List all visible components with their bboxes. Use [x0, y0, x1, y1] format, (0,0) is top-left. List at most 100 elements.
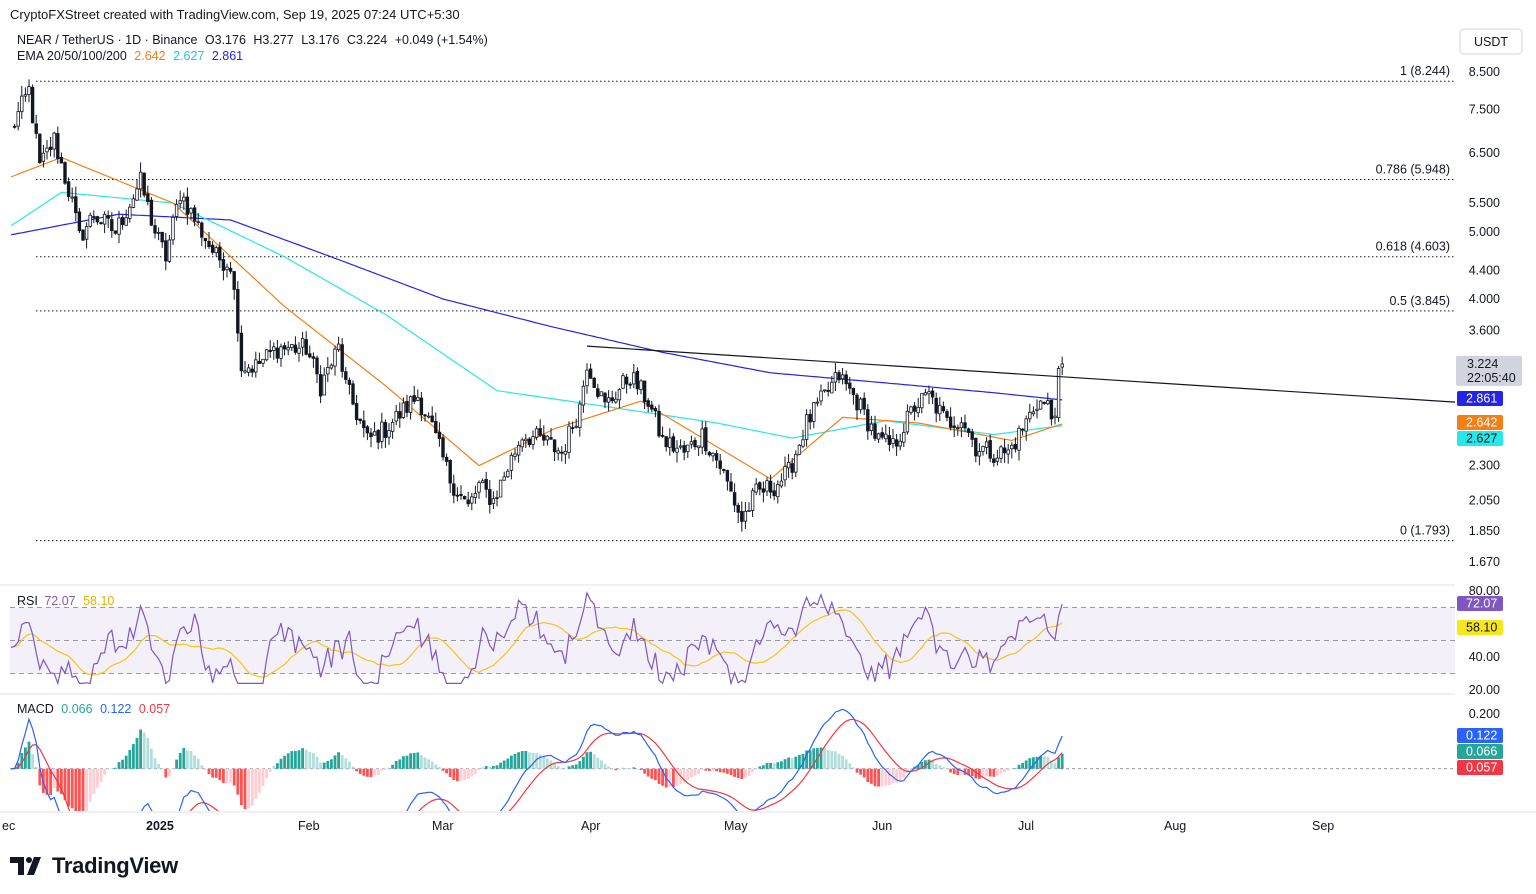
candle[interactable] — [466, 491, 470, 507]
candle[interactable] — [804, 409, 809, 447]
candle[interactable] — [704, 421, 708, 456]
candle[interactable] — [740, 501, 744, 532]
candle[interactable] — [509, 452, 514, 480]
candle[interactable] — [329, 363, 334, 370]
candle[interactable] — [99, 221, 103, 225]
candle[interactable] — [27, 79, 31, 103]
candle[interactable] — [549, 428, 553, 440]
candle[interactable] — [923, 388, 928, 396]
candle[interactable] — [200, 221, 204, 247]
candle[interactable] — [16, 101, 20, 131]
candle[interactable] — [848, 376, 852, 395]
candle[interactable] — [300, 331, 305, 357]
candle[interactable] — [110, 212, 114, 238]
candle[interactable] — [786, 453, 791, 478]
currency-box[interactable] — [1459, 28, 1523, 55]
candle[interactable] — [390, 418, 395, 439]
candle[interactable] — [916, 397, 920, 418]
candle[interactable] — [632, 364, 636, 389]
candle[interactable] — [88, 212, 92, 228]
candle[interactable] — [1024, 415, 1028, 441]
candle[interactable] — [156, 227, 161, 241]
candle[interactable] — [444, 453, 449, 466]
candle[interactable] — [596, 383, 600, 399]
candle[interactable] — [570, 421, 575, 434]
candle[interactable] — [952, 416, 956, 438]
candle[interactable] — [462, 495, 467, 500]
candle[interactable] — [999, 445, 1003, 463]
candle[interactable] — [966, 427, 971, 438]
candle[interactable] — [887, 426, 892, 452]
candle[interactable] — [642, 380, 647, 409]
candle[interactable] — [790, 457, 794, 480]
candle[interactable] — [988, 434, 992, 463]
candle[interactable] — [412, 386, 416, 405]
candle[interactable] — [664, 436, 668, 452]
candle[interactable] — [344, 367, 348, 384]
candle[interactable] — [304, 331, 308, 356]
candle[interactable] — [452, 474, 456, 504]
candle[interactable] — [52, 131, 56, 158]
candle[interactable] — [1049, 399, 1054, 426]
candle[interactable] — [138, 162, 143, 198]
candle[interactable] — [20, 85, 24, 119]
candle[interactable] — [423, 413, 427, 422]
candle[interactable] — [711, 452, 715, 462]
candle[interactable] — [1046, 392, 1050, 406]
candle[interactable] — [516, 441, 521, 463]
candle[interactable] — [282, 342, 287, 356]
candle[interactable] — [578, 400, 582, 437]
candle[interactable] — [192, 204, 197, 227]
candle[interactable] — [1042, 401, 1046, 405]
candle[interactable] — [1028, 403, 1032, 423]
candle[interactable] — [63, 161, 67, 185]
candle[interactable] — [588, 363, 593, 379]
candle[interactable] — [574, 418, 578, 429]
candle[interactable] — [84, 222, 89, 249]
candle[interactable] — [736, 502, 740, 524]
candle[interactable] — [981, 445, 985, 456]
candle[interactable] — [160, 231, 164, 248]
candle[interactable] — [743, 501, 748, 530]
candle[interactable] — [650, 400, 654, 413]
macd-line[interactable] — [10, 708, 1063, 894]
candle[interactable] — [1013, 437, 1018, 453]
candle[interactable] — [239, 325, 244, 377]
candle[interactable] — [927, 385, 931, 405]
candle[interactable] — [131, 194, 136, 209]
candle[interactable] — [628, 382, 632, 389]
candle[interactable] — [524, 433, 528, 448]
candle[interactable] — [585, 363, 589, 394]
candle[interactable] — [495, 490, 499, 507]
candle[interactable] — [56, 126, 60, 164]
candle[interactable] — [812, 402, 816, 429]
candle[interactable] — [59, 152, 64, 164]
candle[interactable] — [675, 440, 679, 463]
candle[interactable] — [970, 428, 974, 448]
candle[interactable] — [297, 342, 301, 362]
candle[interactable] — [174, 199, 179, 221]
candle[interactable] — [419, 391, 424, 422]
candle[interactable] — [956, 424, 960, 436]
candle[interactable] — [1010, 442, 1014, 459]
candle[interactable] — [837, 370, 841, 384]
candle[interactable] — [214, 245, 218, 257]
candle[interactable] — [725, 469, 730, 491]
candle[interactable] — [1053, 407, 1057, 425]
candle[interactable] — [336, 336, 341, 352]
candle[interactable] — [459, 485, 463, 500]
candle[interactable] — [855, 392, 859, 421]
candle[interactable] — [1060, 356, 1064, 376]
candle[interactable] — [448, 459, 452, 493]
candle[interactable] — [653, 406, 658, 418]
candle[interactable] — [1002, 438, 1007, 463]
candle[interactable] — [290, 344, 294, 351]
candle[interactable] — [866, 404, 870, 440]
candle[interactable] — [700, 421, 704, 455]
candle[interactable] — [761, 481, 766, 503]
candle[interactable] — [470, 492, 474, 511]
candle[interactable] — [851, 387, 856, 405]
candle[interactable] — [898, 433, 902, 451]
candle[interactable] — [70, 187, 74, 203]
candle[interactable] — [146, 185, 150, 206]
